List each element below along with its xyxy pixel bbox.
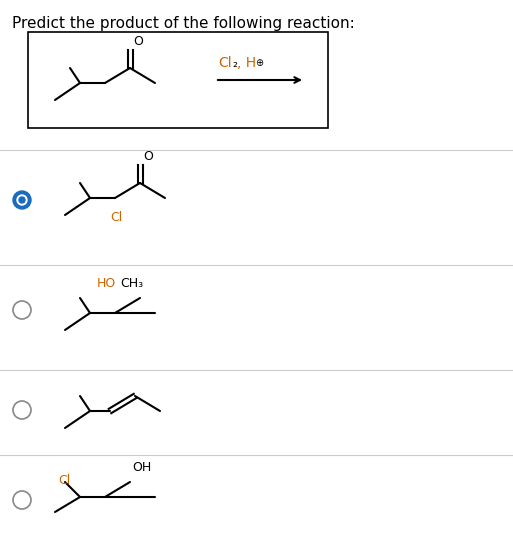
Text: OH: OH xyxy=(132,461,151,474)
Text: HO: HO xyxy=(97,277,116,290)
Text: Cl: Cl xyxy=(110,211,122,224)
Circle shape xyxy=(17,195,27,205)
FancyBboxPatch shape xyxy=(28,32,328,128)
Text: CH₃: CH₃ xyxy=(120,277,143,290)
Text: O: O xyxy=(133,35,143,48)
Text: ₂: ₂ xyxy=(232,57,237,70)
Circle shape xyxy=(13,191,31,209)
Text: O: O xyxy=(143,150,153,163)
Text: Cl: Cl xyxy=(58,474,70,487)
Text: , H: , H xyxy=(237,56,256,70)
Circle shape xyxy=(19,197,25,203)
Text: Predict the product of the following reaction:: Predict the product of the following rea… xyxy=(12,16,355,31)
Text: Cl: Cl xyxy=(218,56,232,70)
Text: ⊕: ⊕ xyxy=(255,58,263,68)
